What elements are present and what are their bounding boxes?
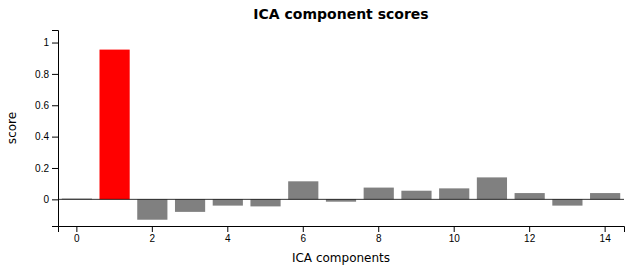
plot: 00.20.40.60.8102468101214 — [35, 31, 624, 245]
y-tick-mark — [52, 199, 58, 200]
x-tick: 4 — [225, 226, 231, 244]
bar — [213, 199, 243, 205]
chart: 00.20.40.60.8102468101214ICA component s… — [0, 0, 640, 270]
x-tick: 14 — [600, 226, 612, 244]
y-tick-mark — [52, 43, 58, 44]
y-axis-line — [52, 31, 59, 227]
bar — [100, 50, 130, 200]
x-tick: 12 — [524, 226, 536, 244]
y-tick: 0.6 — [35, 100, 58, 111]
x-axis-line — [59, 227, 625, 233]
x-tick-mark — [227, 226, 228, 232]
baseline — [58, 199, 624, 200]
x-tick-mark — [529, 226, 530, 232]
x-tick-mark — [76, 226, 77, 232]
y-tick-label: 1 — [43, 37, 49, 48]
x-axis-title: ICA components — [292, 251, 390, 265]
y-tick-label: 0.2 — [35, 163, 49, 174]
y-tick: 0.2 — [35, 163, 58, 174]
bar — [515, 193, 545, 199]
bar — [288, 181, 318, 199]
x-tick: 2 — [150, 226, 156, 244]
y-tick-label: 0.4 — [35, 131, 49, 142]
y-tick: 0.8 — [35, 69, 58, 80]
bar — [401, 191, 431, 200]
bars — [58, 50, 624, 220]
bar — [250, 199, 280, 206]
y-axis: 0 0.2 0.4 0.6 0.8 1 — [35, 31, 58, 227]
bar — [175, 199, 205, 212]
y-tick-label: 0.8 — [35, 69, 49, 80]
y-tick-label: 0.6 — [35, 100, 49, 111]
bar — [477, 177, 507, 199]
y-tick-mark — [52, 168, 58, 169]
x-tick-label: 10 — [449, 233, 461, 244]
y-tick-mark — [52, 137, 58, 138]
x-tick-label: 0 — [74, 233, 80, 244]
y-tick: 1 — [43, 37, 58, 48]
bar — [137, 199, 167, 219]
bar — [552, 199, 582, 205]
x-tick-mark — [454, 226, 455, 232]
x-tick-label: 14 — [600, 233, 612, 244]
x-axis: 0 2 4 6 8 10 12 14 — [59, 226, 625, 244]
y-tick-mark — [52, 105, 58, 106]
y-axis-title: score — [5, 112, 19, 144]
x-tick: 6 — [300, 226, 306, 244]
y-tick-label: 0 — [43, 194, 49, 205]
x-tick-mark — [378, 226, 379, 232]
x-tick: 0 — [74, 226, 80, 244]
x-tick-label: 6 — [300, 233, 306, 244]
x-tick-mark — [152, 226, 153, 232]
bar — [439, 188, 469, 199]
bar — [364, 188, 394, 200]
x-tick-mark — [605, 226, 606, 232]
y-tick-mark — [52, 74, 58, 75]
y-tick: 0 — [43, 194, 58, 205]
x-tick-label: 2 — [150, 233, 156, 244]
x-tick: 10 — [449, 226, 461, 244]
bar — [590, 193, 620, 199]
x-tick-mark — [303, 226, 304, 232]
y-tick: 0.4 — [35, 131, 58, 142]
x-tick-label: 8 — [376, 233, 382, 244]
x-tick-label: 4 — [225, 233, 231, 244]
x-tick: 8 — [376, 226, 382, 244]
title: ICA component scores — [253, 6, 428, 22]
x-tick-label: 12 — [524, 233, 536, 244]
